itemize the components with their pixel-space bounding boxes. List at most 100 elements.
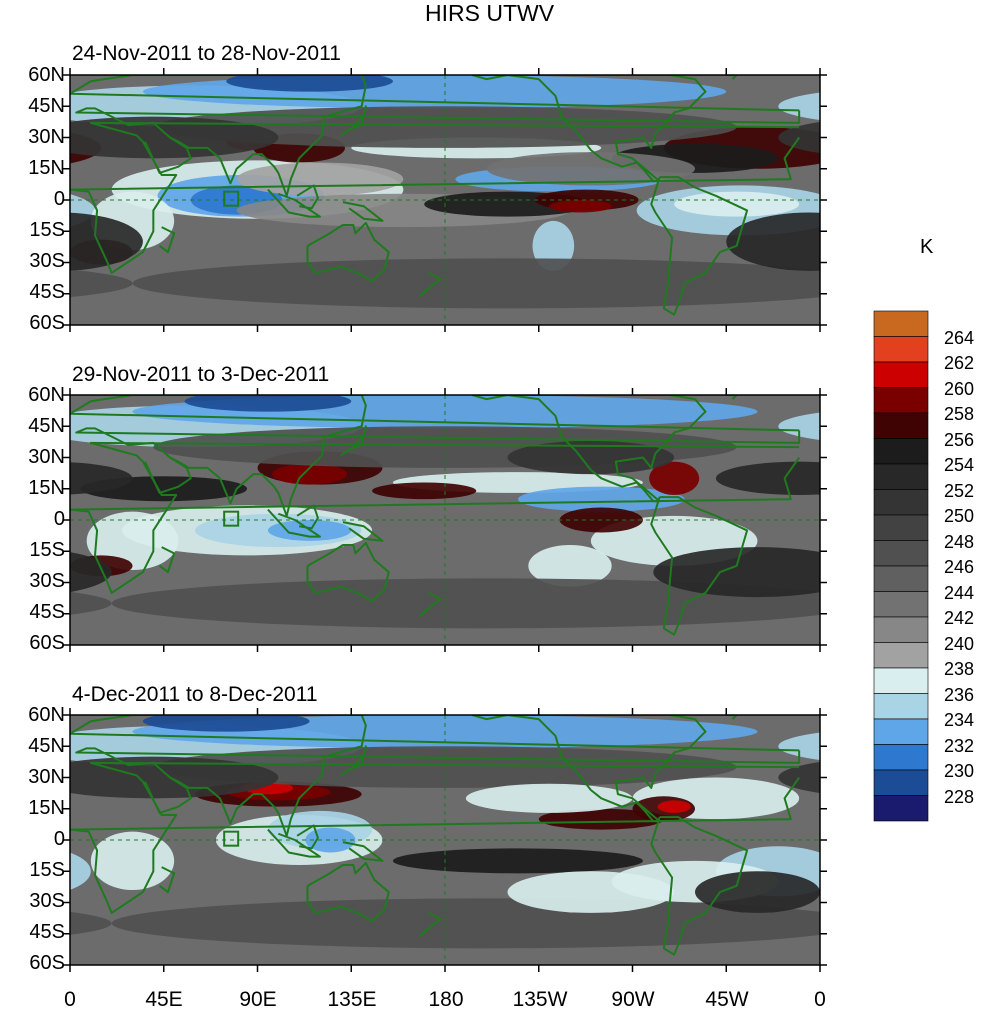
utwv-contour-blob xyxy=(507,440,675,475)
coastline xyxy=(267,508,321,538)
map-panel-1 xyxy=(70,75,820,325)
lat-label: 30S xyxy=(29,570,65,592)
coastline xyxy=(340,425,367,457)
utwv-contour-blob xyxy=(111,578,820,629)
utwv-contour-blob xyxy=(70,116,279,159)
coastline xyxy=(267,828,321,858)
panel-3-period: 4-Dec-2011 to 8-Dec-2011 xyxy=(72,683,318,706)
colorbar-label: 262 xyxy=(944,353,975,373)
coastline xyxy=(158,546,176,574)
lat-label: 60N xyxy=(28,704,65,726)
utwv-contour-blob xyxy=(695,871,820,913)
coastline xyxy=(70,715,801,837)
lon-label: 45W xyxy=(705,988,749,1011)
coastline xyxy=(471,395,707,503)
colorbar-unit-label: K xyxy=(920,236,934,258)
colorbar-label: 256 xyxy=(944,430,975,450)
lat-label: 30N xyxy=(28,126,65,148)
figure-title: HIRS UTWV xyxy=(425,0,555,26)
lat-label: 15S xyxy=(29,219,65,241)
utwv-contour-blob xyxy=(778,761,820,794)
utwv-contour-blob xyxy=(132,258,820,309)
utwv-contour-blob xyxy=(392,848,643,874)
utwv-contour-blob xyxy=(517,486,685,512)
colorbar-label: 232 xyxy=(944,736,975,756)
utwv-contour-blob xyxy=(70,552,112,593)
utwv-contour-blob xyxy=(674,191,800,217)
coastline xyxy=(342,201,384,222)
utwv-contour-blob xyxy=(528,545,612,587)
utwv-contour-blob xyxy=(70,212,143,271)
lat-label: 45N xyxy=(28,415,65,437)
coastline xyxy=(726,715,738,720)
colorbar-label: 242 xyxy=(944,608,975,628)
lat-label: 60N xyxy=(28,384,65,406)
colorbar-label: 236 xyxy=(944,685,975,705)
utwv-contour-blob xyxy=(184,395,352,412)
lon-label: 135W xyxy=(512,988,568,1011)
colorbar-label: 234 xyxy=(944,710,975,730)
lon-label: 180 xyxy=(428,988,464,1011)
coastline xyxy=(296,184,319,210)
colorbar-swatch xyxy=(873,387,929,414)
lat-label: 15N xyxy=(28,477,65,499)
colorbar-label: 246 xyxy=(944,557,975,577)
utwv-contour-blob xyxy=(70,756,279,799)
colorbar-label: 258 xyxy=(944,404,975,424)
lat-label: 0 xyxy=(53,188,65,210)
region-box xyxy=(223,830,240,847)
coastline xyxy=(144,456,192,494)
colorbar-swatch xyxy=(873,616,929,643)
colorbar-swatch xyxy=(873,718,929,745)
lat-label: 15N xyxy=(28,157,65,179)
utwv-contour-blob xyxy=(653,547,820,598)
colorbar-label: 240 xyxy=(944,634,975,654)
map-panel-3 xyxy=(70,715,820,965)
coastline xyxy=(419,912,442,937)
coastline xyxy=(340,105,367,137)
coastline xyxy=(471,75,707,183)
coastline xyxy=(419,272,442,297)
colorbar-swatch xyxy=(873,642,929,669)
lat-label: 60S xyxy=(29,632,65,654)
lat-label: 30S xyxy=(29,250,65,272)
lat-label: 15S xyxy=(29,859,65,881)
lat-label: 45S xyxy=(29,601,65,623)
utwv-contour-blob xyxy=(465,783,633,813)
colorbar-label: 230 xyxy=(944,761,975,781)
lat-label: 30N xyxy=(28,766,65,788)
lat-label: 60S xyxy=(29,312,65,334)
lon-label: 90E xyxy=(239,988,277,1011)
utwv-contour-blob xyxy=(532,220,575,271)
lat-label: 45N xyxy=(28,735,65,757)
lon-label: 0 xyxy=(64,988,76,1011)
coastline xyxy=(70,395,801,517)
lat-label: 30N xyxy=(28,446,65,468)
colorbar-swatch xyxy=(873,412,929,439)
utwv-contour-blob xyxy=(70,911,112,935)
colorbar-swatch xyxy=(873,514,929,541)
lat-label: 45S xyxy=(29,921,65,943)
colorbar-label: 264 xyxy=(944,328,975,348)
coastline xyxy=(650,816,749,956)
lon-label: 135E xyxy=(327,988,377,1011)
colorbar-label: 250 xyxy=(944,506,975,526)
coastline xyxy=(296,504,319,530)
coastline xyxy=(70,441,800,594)
colorbar-label: 238 xyxy=(944,659,975,679)
coastline xyxy=(342,841,384,862)
colorbar-label: 252 xyxy=(944,481,975,501)
utwv-contour-blob xyxy=(70,462,133,495)
colorbar-swatch xyxy=(873,667,929,694)
colorbar-label: 248 xyxy=(944,532,975,552)
coastline xyxy=(471,715,707,823)
utwv-contour-blob xyxy=(507,871,675,913)
coastline xyxy=(726,75,738,80)
coastline xyxy=(70,761,800,914)
utwv-contour-blob xyxy=(778,732,820,761)
utwv-contour-blob xyxy=(778,121,820,154)
utwv-contour-blob xyxy=(272,463,348,485)
panel-1-period: 24-Nov-2011 to 28-Nov-2011 xyxy=(72,42,341,65)
utwv-contour-blob xyxy=(142,715,310,732)
